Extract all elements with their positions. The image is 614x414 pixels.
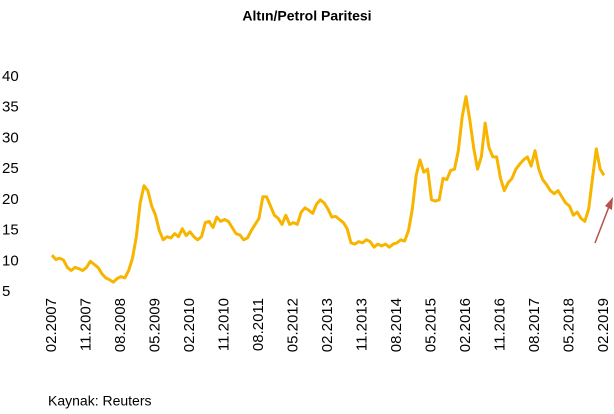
chart-title: Altın/Petrol Paritesi	[242, 8, 371, 24]
x-tick-label: 02.2007	[43, 298, 60, 352]
x-tick-label: 02.2016	[457, 298, 474, 352]
y-tick-label: 20	[2, 191, 19, 208]
x-tick-label: 02.2010	[181, 298, 198, 352]
x-tick-label: 11.2016	[491, 298, 508, 351]
arrow-head	[605, 197, 613, 210]
x-tick-label: 02.2013	[319, 298, 336, 352]
x-tick-label: 08.2014	[388, 298, 405, 352]
x-tick-label: 05.2015	[422, 298, 439, 352]
x-tick-label: 05.2012	[284, 298, 301, 352]
source: Kaynak: Reuters	[48, 393, 152, 409]
x-tick-label: 02.2019	[595, 298, 612, 352]
y-tick-label: 25	[2, 160, 19, 177]
x-tick-label: 08.2011	[250, 298, 267, 351]
x-tick-label: 08.2008	[112, 298, 129, 352]
x-tick-label: 11.2007	[77, 298, 94, 351]
y-tick-label: 40	[2, 68, 19, 85]
x-tick-label: 05.2009	[146, 298, 163, 352]
y-tick-label: 5	[2, 283, 10, 300]
series-line	[50, 95, 606, 284]
arrow	[594, 203, 611, 244]
y-tick-label: 15	[2, 222, 19, 239]
y-tick-label: 30	[2, 129, 19, 146]
x-tick-label: 05.2018	[560, 298, 577, 352]
x-tick-label: 11.2013	[353, 298, 370, 351]
x-tick-label: 08.2017	[526, 298, 543, 352]
y-tick-label: 10	[2, 252, 19, 269]
x-tick-label: 11.2010	[215, 298, 232, 351]
y-tick-label: 35	[2, 99, 19, 116]
